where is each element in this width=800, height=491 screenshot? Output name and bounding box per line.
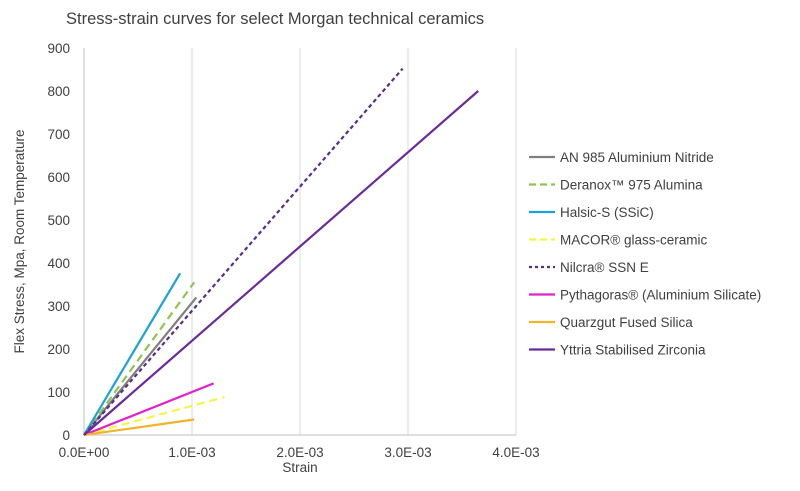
legend-label: Yttria Stabilised Zirconia — [560, 343, 706, 358]
x-tick-label: 2.0E-03 — [276, 445, 323, 460]
y-tick-label: 400 — [47, 256, 70, 271]
legend-label: AN 985 Aluminium Nitride — [560, 150, 714, 165]
legend-label: Pythagoras® (Aluminium Silicate) — [560, 288, 761, 303]
y-tick-label: 500 — [47, 213, 70, 228]
y-tick-label: 0 — [62, 428, 70, 443]
y-tick-label: 800 — [47, 84, 70, 99]
series-line — [83, 272, 182, 436]
x-tick-label: 1.0E-03 — [168, 445, 215, 460]
x-tick-label: 3.0E-03 — [384, 445, 431, 460]
x-tick-label: 4.0E-03 — [492, 445, 539, 460]
x-axis-label: Strain — [282, 460, 317, 475]
chart-title: Stress-strain curves for select Morgan t… — [66, 10, 485, 28]
y-tick-label: 200 — [47, 342, 70, 357]
y-tick-label: 900 — [47, 41, 70, 56]
series-line — [83, 296, 198, 436]
y-axis-label: Flex Stress, Mpa, Room Temperature — [12, 129, 27, 353]
series-line — [83, 396, 225, 437]
series-line — [83, 281, 196, 436]
legend-label: Quarzgut Fused Silica — [560, 315, 693, 330]
series-line — [83, 418, 195, 437]
legend-label: MACOR® glass-ceramic — [560, 233, 707, 248]
series-line — [83, 90, 479, 436]
legend-label: Deranox™ 975 Alumina — [560, 178, 703, 193]
y-tick-label: 100 — [47, 385, 70, 400]
y-tick-label: 700 — [47, 127, 70, 142]
x-tick-label: 0.0E+00 — [59, 445, 110, 460]
series-line — [83, 67, 404, 436]
y-tick-label: 300 — [47, 299, 70, 314]
legend-label: Halsic-S (SSiC) — [560, 205, 654, 220]
legend-label: Nilcra® SSN E — [560, 260, 649, 275]
y-tick-label: 600 — [47, 170, 70, 185]
series-line — [83, 382, 215, 437]
